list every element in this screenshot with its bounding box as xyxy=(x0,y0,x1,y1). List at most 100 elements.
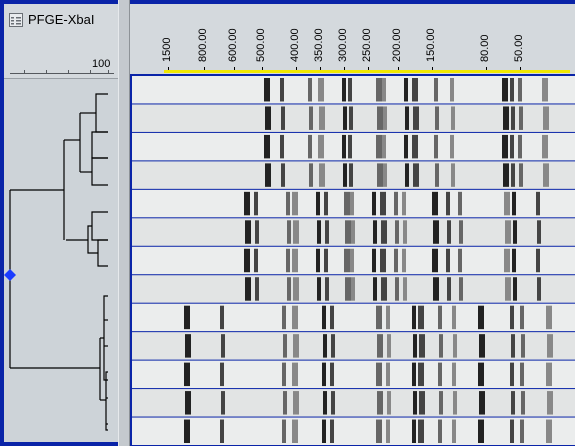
gel-band xyxy=(439,334,443,358)
marker-tick xyxy=(296,67,297,72)
gel-band xyxy=(511,106,515,130)
marker-label: 800.00 xyxy=(197,28,209,62)
gel-band xyxy=(244,191,250,216)
gel-band xyxy=(450,134,454,159)
gel-band xyxy=(479,391,485,415)
gel-band xyxy=(450,78,454,102)
marker-label: 600.00 xyxy=(227,28,239,62)
gel-band xyxy=(438,362,442,387)
gel-band xyxy=(280,78,284,102)
gel-band xyxy=(264,78,270,102)
root-node-marker xyxy=(4,269,16,281)
gel-band xyxy=(376,362,382,387)
gel-band xyxy=(511,334,515,358)
marker-tick xyxy=(432,67,433,72)
gel-image xyxy=(132,76,575,445)
gel-band xyxy=(412,305,416,330)
gel-band xyxy=(512,191,516,216)
marker-tick xyxy=(262,67,263,72)
gel-band xyxy=(317,220,321,244)
gel-lane xyxy=(132,76,575,104)
gel-band xyxy=(536,248,540,273)
gel-band xyxy=(351,277,355,301)
gel-band xyxy=(546,419,552,443)
marker-label: 50.00 xyxy=(513,34,525,62)
gel-band xyxy=(432,191,438,216)
gel-band xyxy=(413,163,419,187)
marker-tick xyxy=(320,67,321,72)
gel-band xyxy=(510,78,514,102)
gel-band xyxy=(412,134,418,159)
gel-band xyxy=(318,134,324,159)
panel-splitter[interactable] xyxy=(118,0,130,446)
gel-band xyxy=(348,134,352,159)
marker-label: 350.00 xyxy=(313,28,325,62)
gel-band xyxy=(292,419,298,443)
gel-band xyxy=(255,220,259,244)
gel-band xyxy=(373,277,377,301)
experiment-grid-icon[interactable] xyxy=(9,13,23,27)
gel-band xyxy=(324,191,328,216)
gel-band xyxy=(325,277,329,301)
gel-band xyxy=(377,106,383,130)
gel-band xyxy=(413,334,417,358)
gel-band xyxy=(351,220,355,244)
gel-band xyxy=(413,391,417,415)
gel-band xyxy=(265,106,271,130)
gel-band xyxy=(293,391,299,415)
dendrogram-panel: PFGE-XbaI 100 xyxy=(4,4,118,442)
gel-band xyxy=(184,419,190,443)
gel-band xyxy=(281,106,285,130)
gel-band xyxy=(547,334,553,358)
marker-label: 200.00 xyxy=(391,28,403,62)
gel-band xyxy=(504,248,510,273)
similarity-scale-tick xyxy=(90,70,91,73)
gel-band xyxy=(510,362,514,387)
gel-band xyxy=(434,134,438,159)
gel-band xyxy=(342,134,346,159)
gel-band xyxy=(308,78,312,102)
marker-tick xyxy=(168,67,169,72)
gel-band xyxy=(293,277,299,301)
gel-band xyxy=(344,191,350,216)
gel-band xyxy=(505,220,511,244)
gel-band xyxy=(308,134,312,159)
gel-lane xyxy=(132,132,575,161)
gel-band xyxy=(402,191,406,216)
gel-band xyxy=(412,78,418,102)
gel-band xyxy=(542,78,548,102)
gel-band xyxy=(479,334,485,358)
gel-band xyxy=(309,106,313,130)
gel-band xyxy=(319,163,325,187)
gel-band xyxy=(325,220,329,244)
gel-band xyxy=(453,391,457,415)
marker-tick xyxy=(368,67,369,72)
molecular-weight-marker-bar xyxy=(164,70,570,73)
gel-band xyxy=(458,248,462,273)
gel-band xyxy=(245,220,251,244)
gel-band xyxy=(459,277,463,301)
gel-band xyxy=(395,220,399,244)
gel-band xyxy=(505,277,511,301)
gel-band xyxy=(513,220,517,244)
similarity-scale-tick xyxy=(24,70,25,73)
dendrogram-tree[interactable] xyxy=(4,80,118,442)
gel-band xyxy=(287,220,291,244)
gel-band xyxy=(330,305,334,330)
gel-band xyxy=(317,277,321,301)
gel-band xyxy=(265,163,271,187)
gel-band xyxy=(316,248,320,273)
gel-band xyxy=(518,78,522,102)
gel-band xyxy=(324,248,328,273)
gel-band xyxy=(503,163,509,187)
gel-band xyxy=(520,362,524,387)
gel-band xyxy=(438,419,442,443)
gel-band xyxy=(293,220,299,244)
gel-band xyxy=(350,191,354,216)
gel-band xyxy=(387,334,391,358)
gel-band xyxy=(413,106,419,130)
gel-band xyxy=(403,277,407,301)
gel-band xyxy=(433,277,439,301)
marker-scale-header: 1500 800.00 600.00 500.00 400.00 350.00 300.00… xyxy=(130,4,575,74)
gel-band xyxy=(244,248,250,273)
